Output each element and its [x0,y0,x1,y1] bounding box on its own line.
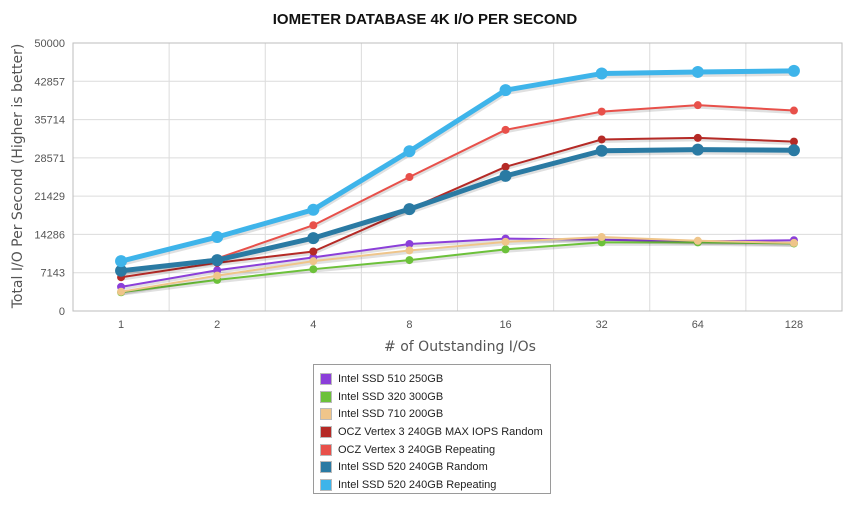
y-tick-label: 28571 [34,153,65,165]
data-point [789,137,798,146]
legend-item: Intel SSD 320 300GB [320,388,550,406]
legend-swatch [320,408,332,421]
y-tick-label: 42857 [34,76,65,88]
legend-swatch [320,478,332,491]
data-point [405,246,414,255]
y-tick-label: 50000 [34,38,65,50]
data-point [789,238,798,247]
x-axis-label: # of Outstanding I/Os [384,339,536,355]
chart-title: IOMETER DATABASE 4K I/O PER SECOND [273,11,578,28]
data-point [309,257,318,266]
chart-grid [72,42,843,312]
chart-axes: 0 7143 14286 21429 28571 35714 42857 50000 1 2 4 8 1… [34,38,843,331]
x-tick-label: 1 [118,319,124,331]
legend-label: Intel SSD 520 240GB Repeating [338,478,497,491]
series-line-shadow [120,237,794,296]
data-point [595,67,608,80]
data-point [499,169,512,182]
legend-swatch [320,390,332,403]
data-point [597,107,606,116]
x-tick-label: 4 [310,319,316,331]
data-point [405,173,414,181]
data-point [595,144,608,157]
series-2 [117,233,798,296]
data-point [501,162,510,171]
series-line [120,104,794,273]
legend-swatch [320,461,332,474]
data-point [597,135,606,144]
legend-label: Intel SSD 710 200GB [338,408,444,421]
legend-swatch [320,372,332,385]
data-point [691,65,704,78]
data-point [693,133,702,142]
series-line [120,136,794,279]
legend-item: OCZ Vertex 3 240GB Repeating [320,441,550,459]
data-point [691,143,704,156]
data-point [115,255,128,268]
legend-label: OCZ Vertex 3 240GB Repeating [338,443,496,456]
series-layer [115,64,800,297]
data-point [693,101,702,110]
x-tick-label: 64 [692,319,704,331]
y-tick-label: 21429 [34,191,65,203]
data-point [693,236,702,245]
legend-label: Intel SSD 520 240GB Random [338,461,488,474]
x-tick-label: 32 [596,319,608,331]
legend-label: Intel SSD 320 300GB [338,390,444,403]
data-point [115,264,128,277]
series-line [120,241,794,294]
data-point [211,254,224,267]
series-line [120,236,794,293]
data-point [499,84,512,97]
data-point [787,64,800,77]
series-line-shadow [120,242,794,296]
series-line [120,147,794,274]
legend-item: OCZ Vertex 3 240GB MAX IOPS Random [320,423,550,441]
data-point [789,106,798,115]
data-point [307,232,320,245]
x-tick-label: 128 [785,319,803,331]
data-point [403,203,416,216]
data-point [501,245,510,254]
series-5 [115,143,800,277]
y-tick-label: 14286 [34,229,65,241]
x-tick-label: 2 [214,319,220,331]
legend-item: Intel SSD 710 200GB [320,405,550,423]
series-line [120,68,794,264]
series-6 [115,64,800,268]
data-point [597,233,606,242]
data-point [117,287,126,296]
x-tick-label: 16 [499,319,511,331]
x-tick-label: 8 [406,319,412,331]
data-point [787,144,800,157]
plot-area [72,42,843,312]
data-point [501,125,510,134]
legend-item: Intel SSD 520 240GB Repeating [320,476,550,494]
data-point [309,247,318,256]
data-point [403,145,416,158]
legend-swatch [320,425,332,438]
data-point [309,221,318,230]
y-axis-label: Total I/O Per Second (Higher is better) [10,44,26,310]
legend-item: Intel SSD 510 250GB [320,370,550,388]
y-tick-label: 35714 [34,115,65,127]
legend-label: OCZ Vertex 3 240GB MAX IOPS Random [338,425,543,438]
data-point [501,237,510,246]
chart-legend: Intel SSD 510 250GB Intel SSD 320 300GB In… [313,364,551,494]
data-point [307,203,320,216]
y-tick-label: 7143 [41,268,65,280]
legend-item: Intel SSD 520 240GB Random [320,458,550,476]
y-tick-label: 0 [59,306,65,318]
data-point [213,271,222,280]
data-point [405,256,414,265]
data-point [211,231,224,244]
legend-swatch [320,443,332,456]
legend-label: Intel SSD 510 250GB [338,372,444,385]
data-point [309,265,318,274]
data-point [405,240,414,248]
